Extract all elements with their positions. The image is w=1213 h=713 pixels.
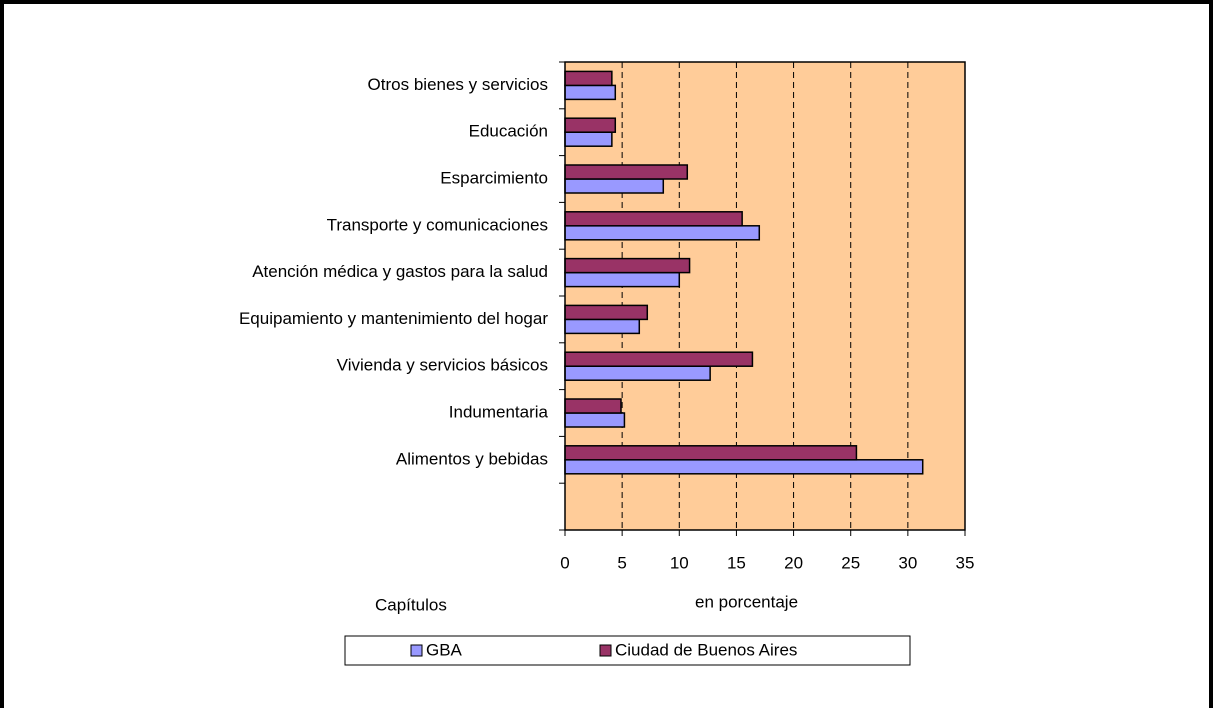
bar — [564, 178, 665, 194]
legend-label: GBA — [426, 640, 463, 659]
bar — [564, 318, 641, 335]
x-tick-label: 30 — [898, 553, 917, 572]
legend-box — [344, 635, 911, 666]
bar — [564, 211, 743, 227]
y-tick-label: Esparcimiento — [440, 168, 548, 187]
y-tick-label: Equipamiento y mantenimiento del hogar — [239, 309, 548, 328]
bar — [564, 164, 689, 180]
y-tick-label: Alimentos y bebidas — [396, 449, 548, 468]
x-tick-label: 25 — [841, 553, 860, 572]
legend-swatch — [410, 644, 423, 657]
bar — [564, 351, 754, 367]
x-tick-label: 10 — [670, 553, 689, 572]
bar — [564, 225, 761, 241]
y-tick-label: Otros bienes y servicios — [368, 75, 548, 94]
y-tick-label: Vivienda y servicios básicos — [337, 356, 548, 375]
x-tick-label: 0 — [560, 553, 569, 572]
y-tick-label: Transporte y comunicaciones — [327, 215, 548, 234]
x-tick-label: 5 — [617, 553, 626, 572]
y-tick-label: Atención médica y gastos para la salud — [252, 262, 548, 281]
legend-swatch — [599, 644, 612, 657]
bar — [564, 271, 681, 288]
bar — [564, 412, 626, 428]
bar — [564, 257, 691, 274]
bar — [564, 365, 711, 381]
bar — [564, 304, 649, 321]
bar — [564, 459, 924, 475]
bar — [564, 398, 622, 414]
bar — [564, 131, 613, 147]
x-tick-label: 15 — [727, 553, 746, 572]
x-tick-label: 35 — [956, 553, 975, 572]
plot-border — [564, 61, 966, 531]
bar — [564, 445, 858, 461]
y-tick-label: Indumentaria — [449, 402, 549, 421]
bar — [564, 84, 617, 101]
y-axis-title: Capítulos — [375, 595, 447, 614]
x-axis-title: en porcentaje — [695, 592, 798, 611]
y-tick-label: Educación — [469, 122, 548, 141]
bar — [564, 70, 613, 87]
bar — [564, 117, 617, 133]
legend-label: Ciudad de Buenos Aires — [615, 640, 797, 659]
x-tick-label: 20 — [784, 553, 803, 572]
